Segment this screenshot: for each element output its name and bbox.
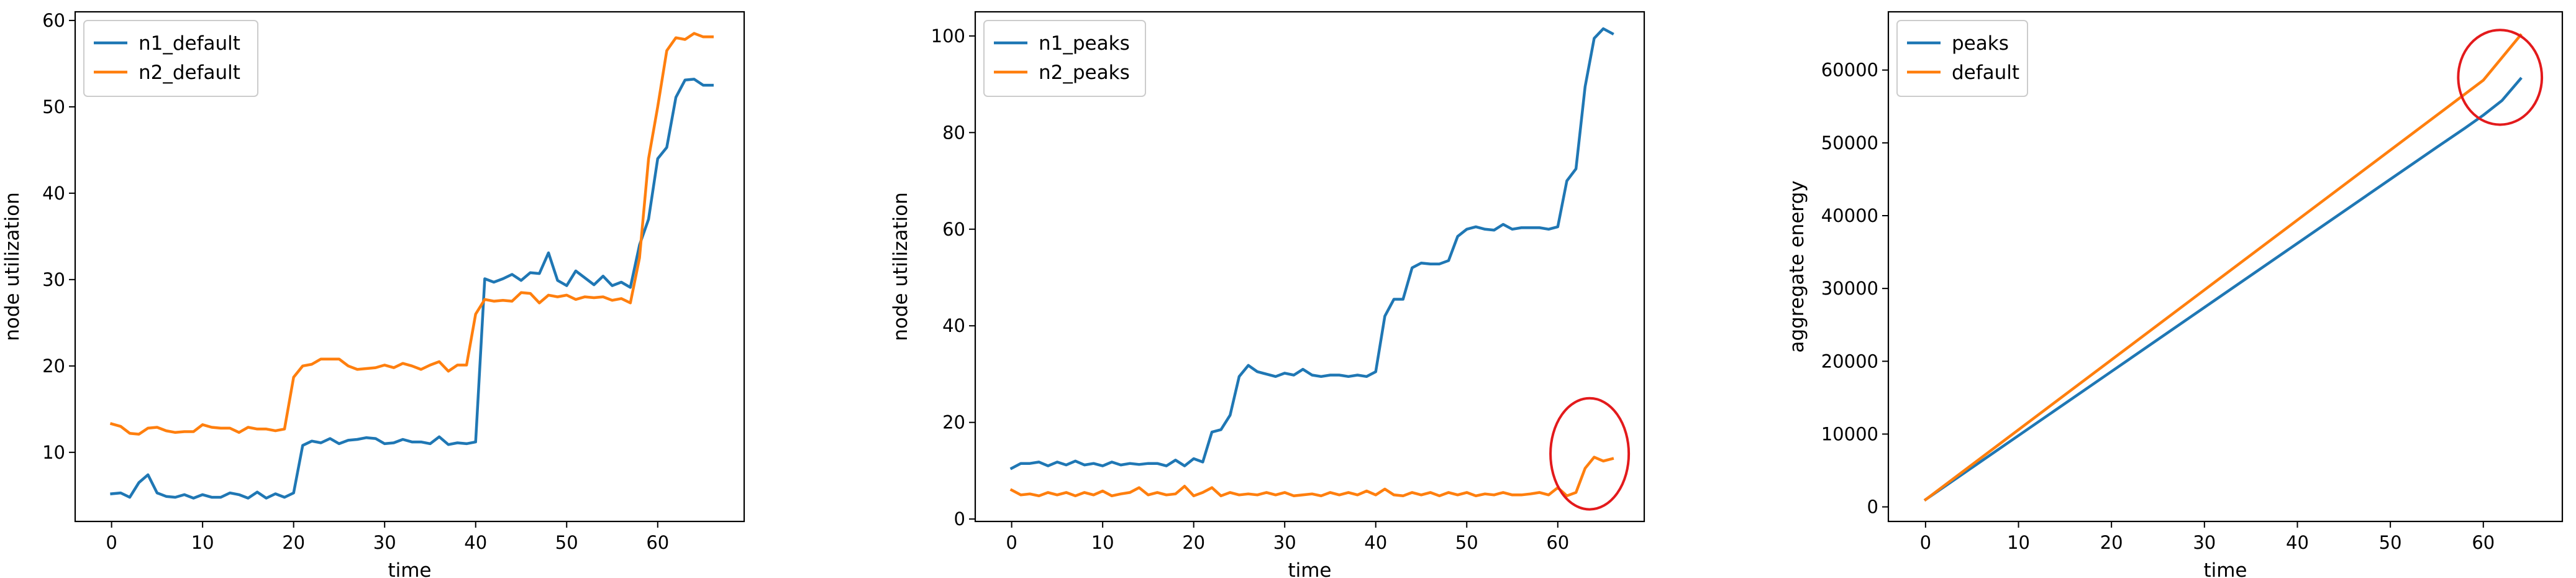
x-tick-label: 40 [2286,532,2309,553]
legend: n1_peaks n2_peaks [983,20,1146,97]
x-tick-label: 30 [1273,532,1296,553]
legend-entry: n1_default [139,32,240,55]
y-tick-label: 50 [42,96,65,117]
legend-entry: default [1952,62,2019,84]
y-tick-label: 100 [931,25,965,47]
x-tick-label: 50 [1455,532,1478,553]
y-tick-label: 60000 [1821,60,1878,81]
series-line-n2-peaks [1009,456,1614,498]
plot-frame [1887,11,2564,523]
x-axis-label: time [388,559,431,578]
x-axis-label: time [1288,559,1331,578]
y-tick-label: 20000 [1821,351,1878,372]
x-tick-label: 20 [282,532,305,553]
y-tick-label: 10 [42,442,65,463]
legend: n1_default n2_default [83,20,258,97]
x-tick-label: 20 [2100,532,2123,553]
y-axis-label: aggregate energy [1786,180,1808,352]
legend-entry: n2_default [139,62,240,84]
legend-box [983,20,1146,97]
x-tick-label: 30 [373,532,396,553]
y-tick-label: 40 [942,315,965,336]
x-tick-label: 50 [555,532,578,553]
plot-frame [974,11,1645,523]
y-tick-label: 30000 [1821,278,1878,299]
legend-entry: n1_peaks [1039,32,1130,55]
x-tick-label: 40 [464,532,487,553]
chart-panel-aggregate-energy: 0 10 20 30 40 50 60 0 10000 20000 30000 40000 50000 6… [1786,11,2564,578]
x-tick-label: 10 [1091,532,1114,553]
x-tick-label: 0 [1006,532,1017,553]
y-tick-label: 60 [42,10,65,31]
legend-box [83,20,258,97]
series-line-n2-default [109,32,714,436]
x-tick-label: 20 [1182,532,1205,553]
y-tick-label: 0 [954,508,965,530]
series-line-default [1923,33,2523,502]
x-tick-label: 40 [1364,532,1387,553]
chart-panel-node-utilization-peaks: 0 10 20 30 40 50 60 0 20 40 60 80 100 time node utiliz… [890,11,1645,578]
x-axis-label: time [2203,559,2247,578]
y-axis-label: node utilization [890,192,912,341]
y-tick-label: 80 [942,122,965,143]
series-line-peaks [1923,76,2523,502]
x-tick-label: 60 [646,532,669,553]
x-tick-label: 10 [2007,532,2030,553]
y-tick-label: 20 [42,356,65,377]
x-tick-label: 10 [191,532,214,553]
x-tick-label: 60 [2472,532,2495,553]
y-tick-label: 20 [942,412,965,433]
x-tick-label: 0 [1920,532,1931,553]
series-line-n1-peaks [1009,27,1614,470]
x-tick-label: 0 [106,532,117,553]
plot-frame [74,11,745,523]
y-tick-label: 10000 [1821,423,1878,444]
annotation-circle [1549,397,1631,511]
annotation-circle [2457,29,2544,126]
legend: peaks default [1896,20,2028,97]
y-axis-label: node utilization [1,192,24,341]
y-tick-label: 60 [942,219,965,240]
y-tick-label: 40 [42,183,65,204]
y-tick-label: 0 [1867,497,1878,518]
y-tick-label: 30 [42,269,65,290]
x-tick-label: 30 [2193,532,2216,553]
y-tick-label: 40000 [1821,205,1878,226]
legend-box [1896,20,2028,97]
y-tick-label: 50000 [1821,132,1878,154]
series-line-n1-default [110,78,714,500]
x-tick-label: 50 [2379,532,2402,553]
x-tick-label: 60 [1546,532,1569,553]
legend-entry: n2_peaks [1039,62,1130,84]
chart-panel-node-utilization-default: 0 10 20 30 40 50 60 10 20 30 40 50 60 time node utiliz… [1,10,745,578]
legend-entry: peaks [1952,32,2009,55]
